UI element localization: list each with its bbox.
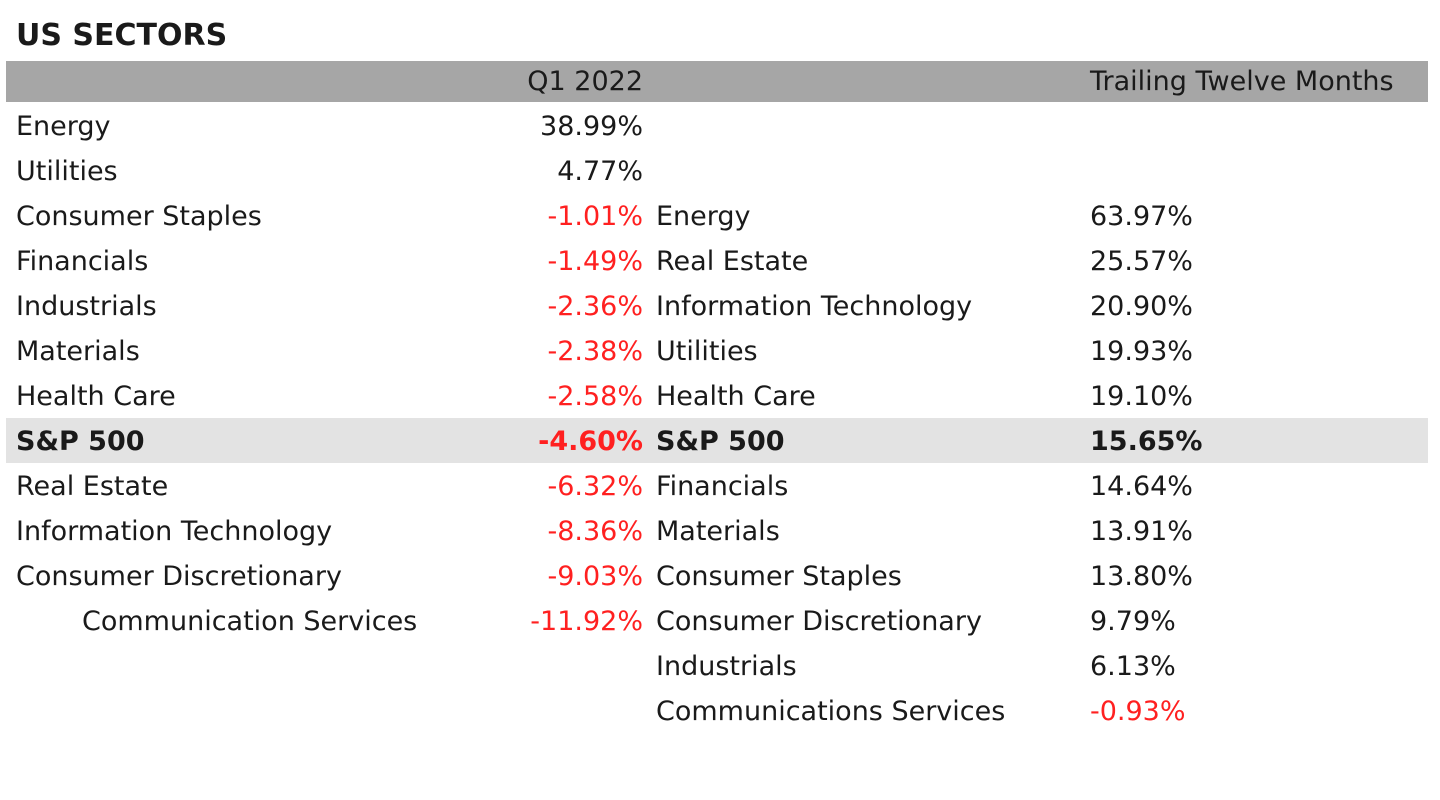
ttm-sector-name: Industrials: [656, 651, 797, 682]
ttm-sector-name: Real Estate: [656, 246, 809, 277]
ttm-sector-name: Utilities: [656, 336, 758, 367]
ttm-return-value: 20.90%: [1090, 291, 1193, 322]
q1-return-value: 38.99%: [540, 111, 643, 142]
ttm-return-value: 14.64%: [1090, 471, 1193, 502]
q1-return-value: -2.36%: [547, 291, 643, 322]
column-header-q1: Q1 2022: [527, 66, 643, 97]
ttm-sector-name: Materials: [656, 516, 780, 547]
q1-return-value: 4.77%: [557, 156, 643, 187]
q1-sector-name: Information Technology: [16, 516, 333, 547]
ttm-sector-name: Financials: [656, 471, 789, 502]
ttm-return-value: 19.10%: [1090, 381, 1193, 412]
q1-sector-name: S&P 500: [16, 426, 145, 457]
ttm-sector-name: Consumer Discretionary: [656, 606, 982, 637]
q1-sector-name: Health Care: [16, 381, 176, 412]
q1-sector-name: Communication Services: [82, 606, 418, 637]
q1-sector-name: Consumer Discretionary: [16, 561, 342, 592]
ttm-return-value: 6.13%: [1090, 651, 1176, 682]
ttm-sector-name: Energy: [656, 201, 751, 232]
q1-sector-name: Energy: [16, 111, 111, 142]
q1-sector-name: Consumer Staples: [16, 201, 262, 232]
column-header-ttm: Trailing Twelve Months: [1090, 66, 1394, 97]
header-bar: [6, 61, 1428, 102]
ttm-return-value: 13.91%: [1090, 516, 1193, 547]
ttm-return-value: 19.93%: [1090, 336, 1193, 367]
q1-return-value: -9.03%: [547, 561, 643, 592]
table-title: US SECTORS: [16, 18, 228, 53]
ttm-return-value: 15.65%: [1090, 426, 1203, 457]
benchmark-highlight-row: [6, 418, 1428, 463]
q1-sector-name: Real Estate: [16, 471, 169, 502]
ttm-return-value: 9.79%: [1090, 606, 1176, 637]
q1-return-value: -1.01%: [547, 201, 643, 232]
q1-return-value: -2.58%: [547, 381, 643, 412]
q1-return-value: -6.32%: [547, 471, 643, 502]
ttm-sector-name: Information Technology: [656, 291, 973, 322]
q1-return-value: -4.60%: [538, 426, 643, 457]
ttm-sector-name: Consumer Staples: [656, 561, 902, 592]
q1-sector-name: Financials: [16, 246, 149, 277]
q1-sector-name: Utilities: [16, 156, 118, 187]
ttm-return-value: 13.80%: [1090, 561, 1193, 592]
q1-return-value: -11.92%: [530, 606, 643, 637]
q1-sector-name: Materials: [16, 336, 140, 367]
q1-return-value: -8.36%: [547, 516, 643, 547]
q1-sector-name: Industrials: [16, 291, 157, 322]
ttm-return-value: 25.57%: [1090, 246, 1193, 277]
ttm-sector-name: Health Care: [656, 381, 816, 412]
ttm-return-value: -0.93%: [1090, 696, 1186, 727]
ttm-sector-name: S&P 500: [656, 426, 785, 457]
ttm-return-value: 63.97%: [1090, 201, 1193, 232]
ttm-sector-name: Communications Services: [656, 696, 1006, 727]
q1-return-value: -1.49%: [547, 246, 643, 277]
q1-return-value: -2.38%: [547, 336, 643, 367]
